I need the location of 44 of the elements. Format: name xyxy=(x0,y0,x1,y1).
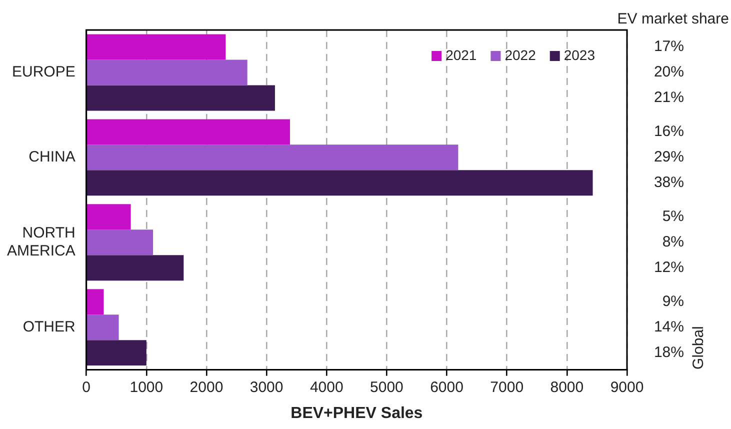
legend-label: 2022 xyxy=(504,46,536,63)
text: 38% xyxy=(654,174,684,192)
bar xyxy=(86,85,275,111)
y-tick-label: CHINA xyxy=(28,148,76,166)
legend-label: 2023 xyxy=(564,46,596,63)
text: 5% xyxy=(662,208,684,226)
bar xyxy=(86,255,184,281)
bar xyxy=(86,289,104,315)
text: 12% xyxy=(654,259,684,276)
text: 18% xyxy=(654,344,684,361)
bar xyxy=(86,230,154,256)
y-tick-label: OTHER xyxy=(22,318,76,336)
x-tick-label: 2000 xyxy=(190,378,224,396)
bar xyxy=(86,204,131,230)
text: 21% xyxy=(654,89,684,106)
bar xyxy=(86,340,146,366)
text: 14% xyxy=(654,318,684,336)
text: 29% xyxy=(654,148,684,166)
x-tick-label: 4000 xyxy=(310,378,344,396)
x-axis-title: BEV+PHEV Sales xyxy=(290,404,423,422)
bar xyxy=(86,60,248,86)
text: 20% xyxy=(654,64,684,81)
bar xyxy=(86,119,290,145)
text: 8% xyxy=(662,234,684,251)
x-tick-label: 7000 xyxy=(490,378,524,396)
y-tick-label: NORTH AMERICA xyxy=(7,224,76,260)
x-tick-label: 1000 xyxy=(130,378,164,396)
text: 9% xyxy=(662,292,684,310)
x-tick-label: 6000 xyxy=(430,378,464,396)
bar xyxy=(86,34,226,60)
x-tick-label: 0 xyxy=(82,378,91,396)
x-tick-label: 8000 xyxy=(550,378,584,396)
legend-label: 2021 xyxy=(446,46,477,63)
text: 16% xyxy=(654,123,684,140)
y-tick-label: EUROPE xyxy=(12,64,76,81)
bar xyxy=(86,170,593,196)
bar xyxy=(86,314,119,340)
text: 17% xyxy=(654,38,684,56)
text: Global xyxy=(690,326,708,370)
x-tick-label: 3000 xyxy=(250,378,284,396)
x-tick-label: 9000 xyxy=(610,378,644,396)
text: EV market share xyxy=(617,10,729,28)
x-tick-label: 5000 xyxy=(370,378,404,396)
bar xyxy=(86,144,458,170)
